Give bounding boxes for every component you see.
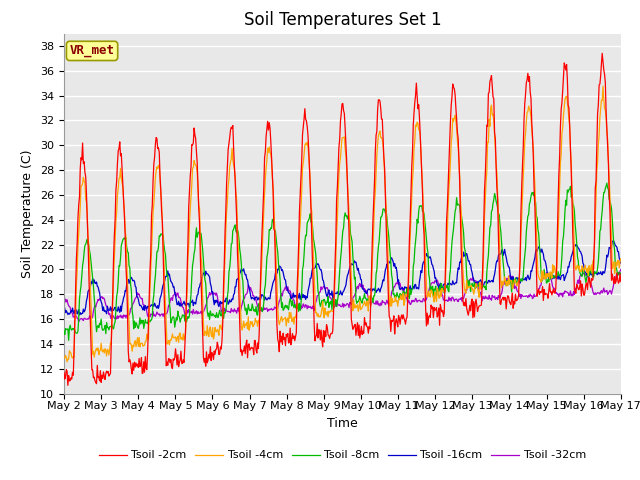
Tsoil -8cm xyxy=(60,328,68,334)
Tsoil -8cm xyxy=(411,246,419,252)
Tsoil -32cm xyxy=(70,313,78,319)
Tsoil -16cm xyxy=(76,312,83,318)
Tsoil -16cm xyxy=(617,260,625,266)
Tsoil -4cm xyxy=(411,138,419,144)
Text: VR_met: VR_met xyxy=(70,44,115,58)
Tsoil -16cm xyxy=(185,301,193,307)
Tsoil -32cm xyxy=(428,281,435,287)
Tsoil -32cm xyxy=(60,298,68,303)
Tsoil -2cm xyxy=(214,343,222,349)
Tsoil -2cm xyxy=(64,383,72,388)
Tsoil -8cm xyxy=(71,327,79,333)
Tsoil -8cm xyxy=(428,284,435,289)
Tsoil -4cm xyxy=(599,84,607,89)
Tsoil -4cm xyxy=(617,256,625,262)
Tsoil -2cm xyxy=(411,100,419,106)
X-axis label: Time: Time xyxy=(327,417,358,430)
Tsoil -16cm xyxy=(428,257,435,263)
Tsoil -8cm xyxy=(185,315,193,321)
Line: Tsoil -16cm: Tsoil -16cm xyxy=(64,241,621,315)
Tsoil -8cm xyxy=(617,272,625,277)
Tsoil -2cm xyxy=(185,204,193,210)
Tsoil -8cm xyxy=(603,180,611,186)
Tsoil -4cm xyxy=(128,348,136,354)
Y-axis label: Soil Temperature (C): Soil Temperature (C) xyxy=(22,149,35,278)
Legend: Tsoil -2cm, Tsoil -4cm, Tsoil -8cm, Tsoil -16cm, Tsoil -32cm: Tsoil -2cm, Tsoil -4cm, Tsoil -8cm, Tsoi… xyxy=(95,446,590,465)
Tsoil -2cm xyxy=(617,278,625,284)
Tsoil -8cm xyxy=(65,337,72,343)
Tsoil -16cm xyxy=(609,238,616,244)
Tsoil -32cm xyxy=(214,298,222,304)
Line: Tsoil -8cm: Tsoil -8cm xyxy=(64,183,621,340)
Tsoil -4cm xyxy=(428,287,435,293)
Tsoil -4cm xyxy=(185,244,193,250)
Tsoil -4cm xyxy=(60,355,68,360)
Tsoil -2cm xyxy=(598,50,606,56)
Tsoil -4cm xyxy=(71,318,79,324)
Tsoil -2cm xyxy=(128,371,136,377)
Tsoil -2cm xyxy=(60,370,68,375)
Tsoil -4cm xyxy=(214,328,222,334)
Title: Soil Temperatures Set 1: Soil Temperatures Set 1 xyxy=(244,11,441,29)
Tsoil -16cm xyxy=(60,302,68,308)
Line: Tsoil -2cm: Tsoil -2cm xyxy=(64,53,621,385)
Tsoil -32cm xyxy=(128,304,136,310)
Tsoil -32cm xyxy=(411,298,419,304)
Tsoil -16cm xyxy=(128,276,136,282)
Tsoil -4cm xyxy=(63,359,71,365)
Tsoil -2cm xyxy=(71,316,79,322)
Tsoil -32cm xyxy=(185,306,193,312)
Tsoil -16cm xyxy=(214,302,222,308)
Line: Tsoil -32cm: Tsoil -32cm xyxy=(64,270,621,322)
Tsoil -8cm xyxy=(128,308,136,313)
Tsoil -8cm xyxy=(214,314,222,320)
Tsoil -32cm xyxy=(75,319,83,324)
Tsoil -16cm xyxy=(70,311,78,317)
Line: Tsoil -4cm: Tsoil -4cm xyxy=(64,86,621,362)
Tsoil -32cm xyxy=(617,267,625,273)
Tsoil -2cm xyxy=(428,302,435,308)
Tsoil -16cm xyxy=(411,282,419,288)
